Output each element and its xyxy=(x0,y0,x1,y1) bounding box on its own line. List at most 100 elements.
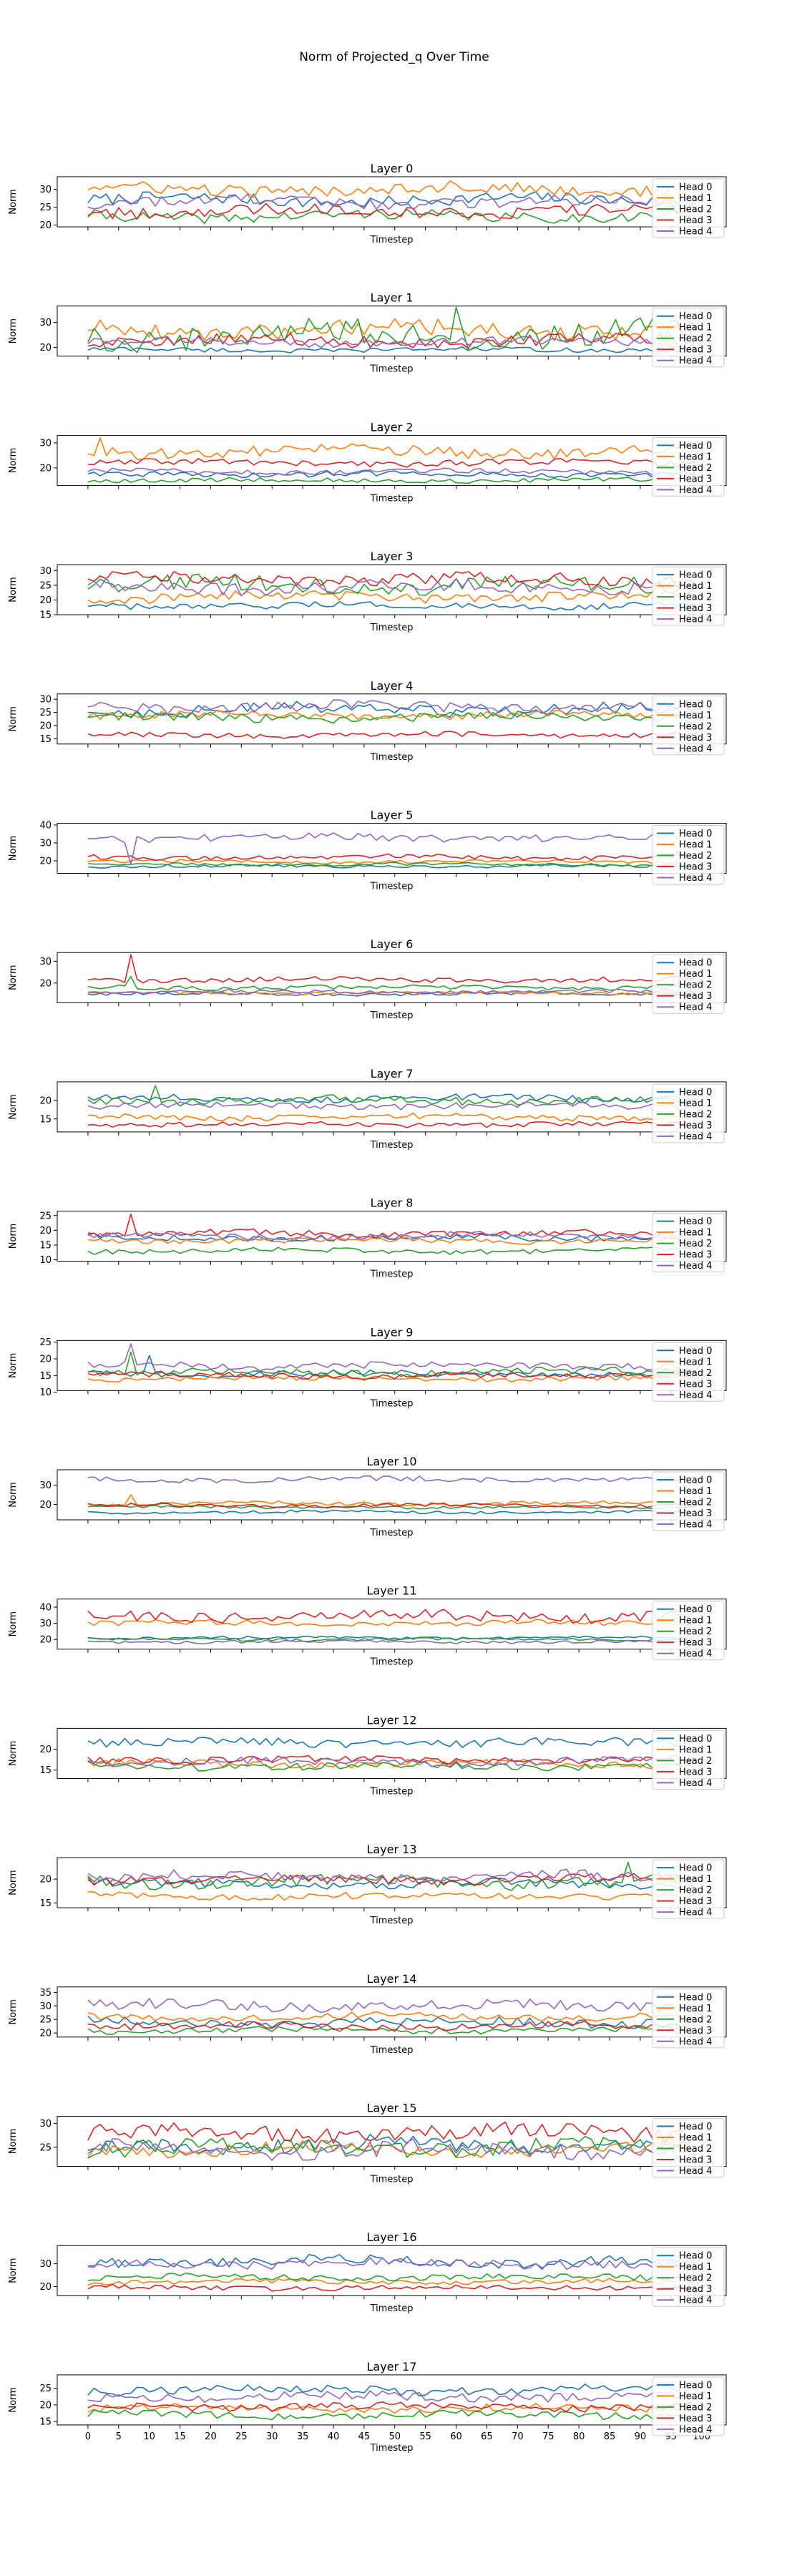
y-tick-label: 20 xyxy=(39,220,52,231)
y-tick-label: 25 xyxy=(39,1211,52,1221)
y-axis-label: Norm xyxy=(8,836,19,861)
series-line-head-3 xyxy=(87,1121,696,1128)
series-lines xyxy=(87,2253,696,2292)
series-line-head-4 xyxy=(87,1639,696,1644)
series-line-head-0 xyxy=(87,2016,696,2029)
y-axis-label: Norm xyxy=(8,1870,19,1895)
series-line-head-0 xyxy=(87,701,696,718)
legend-label: Head 2 xyxy=(679,980,712,991)
legend-label: Head 3 xyxy=(679,862,712,873)
y-axis-label: Norm xyxy=(8,1482,19,1507)
y-tick-label: 20 xyxy=(39,343,52,353)
x-axis-label: Timestep xyxy=(370,2443,414,2454)
series-line-head-0 xyxy=(87,346,696,353)
series-line-head-2 xyxy=(87,862,696,867)
series-lines xyxy=(87,831,696,869)
legend-label: Head 0 xyxy=(679,829,712,839)
axes-frame xyxy=(57,823,727,874)
legend-label: Head 0 xyxy=(679,1604,712,1615)
legend-box xyxy=(652,1342,725,1402)
series-line-head-3 xyxy=(87,2283,696,2292)
legend-label: Head 3 xyxy=(679,345,712,356)
series-line-head-0 xyxy=(87,600,696,611)
legend-label: Head 0 xyxy=(679,570,712,581)
y-tick-label: 30 xyxy=(39,839,52,849)
axes-frame xyxy=(57,564,727,615)
series-lines xyxy=(87,1343,696,1383)
chart-title: Norm of Projected_q Over Time xyxy=(299,50,489,64)
legend-label: Head 2 xyxy=(679,2273,712,2284)
y-tick-label: 15 xyxy=(39,1240,52,1251)
series-line-head-4 xyxy=(87,1998,696,2014)
series-lines xyxy=(87,437,696,484)
series-line-head-1 xyxy=(87,2140,696,2159)
x-axis-label: Timestep xyxy=(370,1657,414,1668)
y-tick-label: 25 xyxy=(39,203,52,213)
x-axis-label: Timestep xyxy=(370,1528,414,1538)
series-line-head-0 xyxy=(87,1509,696,1515)
x-tick-label: 70 xyxy=(512,2431,524,2442)
y-tick-label: 20 xyxy=(39,463,52,474)
y-tick-label: 30 xyxy=(39,2001,52,2012)
series-lines xyxy=(87,2121,696,2161)
series-line-head-2 xyxy=(87,306,696,353)
subplot-title: Layer 17 xyxy=(366,2360,416,2373)
series-lines xyxy=(87,1085,696,1128)
subplot-title: Layer 14 xyxy=(366,1972,416,1986)
legend-label: Head 2 xyxy=(679,851,712,862)
y-tick-label: 20 xyxy=(39,595,52,606)
legend-box xyxy=(652,696,725,756)
y-tick-label: 20 xyxy=(39,2029,52,2039)
legend-label: Head 1 xyxy=(679,1745,712,1755)
legend-label: Head 0 xyxy=(679,2251,712,2262)
y-tick-label: 20 xyxy=(39,857,52,867)
series-line-head-2 xyxy=(87,2409,696,2421)
subplot-title: Layer 8 xyxy=(371,1196,414,1210)
y-tick-label: 25 xyxy=(39,708,52,718)
legend-label: Head 1 xyxy=(679,1228,712,1239)
y-tick-label: 15 xyxy=(39,734,52,745)
y-tick-label: 15 xyxy=(39,610,52,621)
axes-frame xyxy=(57,1727,727,1779)
series-lines xyxy=(87,1737,696,1772)
legend-label: Head 1 xyxy=(679,1486,712,1497)
legend-label: Head 2 xyxy=(679,2402,712,2413)
axes-frame xyxy=(57,2116,727,2167)
legend-label: Head 1 xyxy=(679,1098,712,1109)
legend-box xyxy=(652,2118,725,2177)
x-tick-label: 80 xyxy=(573,2431,585,2442)
axes-frame xyxy=(57,693,727,745)
series-line-head-1 xyxy=(87,1619,696,1627)
subplot-title: Layer 7 xyxy=(371,1067,414,1080)
legend-label: Head 3 xyxy=(679,474,712,484)
legend-label: Head 4 xyxy=(679,1520,712,1531)
x-axis-label: Timestep xyxy=(370,1398,414,1409)
series-line-head-0 xyxy=(87,470,696,479)
legend-label: Head 0 xyxy=(679,1475,712,1486)
x-axis-label: Timestep xyxy=(370,1786,414,1797)
legend-label: Head 0 xyxy=(679,311,712,322)
x-tick-label: 65 xyxy=(481,2431,493,2442)
y-axis-label: Norm xyxy=(8,189,19,214)
axes-frame xyxy=(57,434,727,486)
series-line-head-1 xyxy=(87,437,696,460)
legend-label: Head 0 xyxy=(679,1087,712,1098)
x-axis-label: Timestep xyxy=(370,2045,414,2056)
legend-label: Head 4 xyxy=(679,1908,712,1918)
legend-box xyxy=(652,1989,725,2049)
legend-label: Head 0 xyxy=(679,182,712,193)
x-axis-label: Timestep xyxy=(370,2303,414,2314)
series-line-head-2 xyxy=(87,1351,696,1378)
series-line-head-0 xyxy=(87,2133,696,2155)
x-tick-label: 5 xyxy=(116,2431,122,2442)
legend-label: Head 4 xyxy=(679,1649,712,1659)
